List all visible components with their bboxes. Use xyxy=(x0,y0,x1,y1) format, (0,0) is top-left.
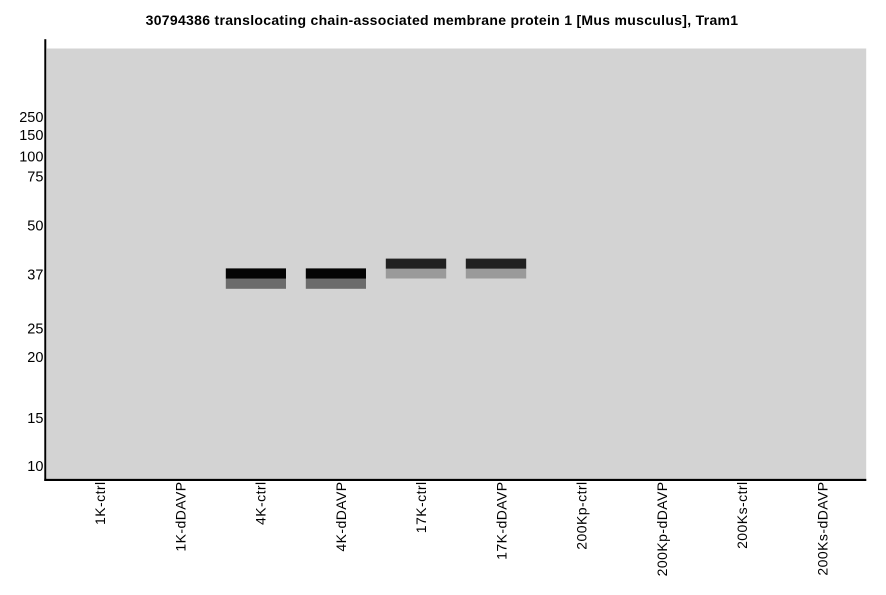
svg-text:4K-ctrl: 4K-ctrl xyxy=(253,481,269,525)
svg-text:17K-ctrl: 17K-ctrl xyxy=(413,481,429,533)
svg-text:4K-dDAVP: 4K-dDAVP xyxy=(333,481,349,551)
svg-text:250: 250 xyxy=(19,110,43,126)
svg-text:200Ks-ctrl: 200Ks-ctrl xyxy=(734,481,750,549)
svg-text:150: 150 xyxy=(19,128,43,144)
svg-text:20: 20 xyxy=(27,350,43,366)
svg-text:37: 37 xyxy=(27,267,43,283)
svg-text:15: 15 xyxy=(27,411,43,427)
svg-text:200Kp-dDAVP: 200Kp-dDAVP xyxy=(654,481,670,576)
svg-text:200Ks-dDAVP: 200Ks-dDAVP xyxy=(814,481,830,575)
svg-text:30794386 translocating chain-a: 30794386 translocating chain-associated … xyxy=(146,12,739,28)
svg-text:25: 25 xyxy=(27,321,43,337)
svg-text:50: 50 xyxy=(27,219,43,235)
svg-text:200Kp-ctrl: 200Kp-ctrl xyxy=(574,481,590,549)
svg-text:10: 10 xyxy=(27,459,43,475)
svg-text:17K-dDAVP: 17K-dDAVP xyxy=(493,481,509,560)
svg-text:1K-ctrl: 1K-ctrl xyxy=(92,481,108,525)
svg-text:75: 75 xyxy=(27,170,43,186)
svg-text:100: 100 xyxy=(19,149,43,165)
svg-text:1K-dDAVP: 1K-dDAVP xyxy=(172,481,188,551)
